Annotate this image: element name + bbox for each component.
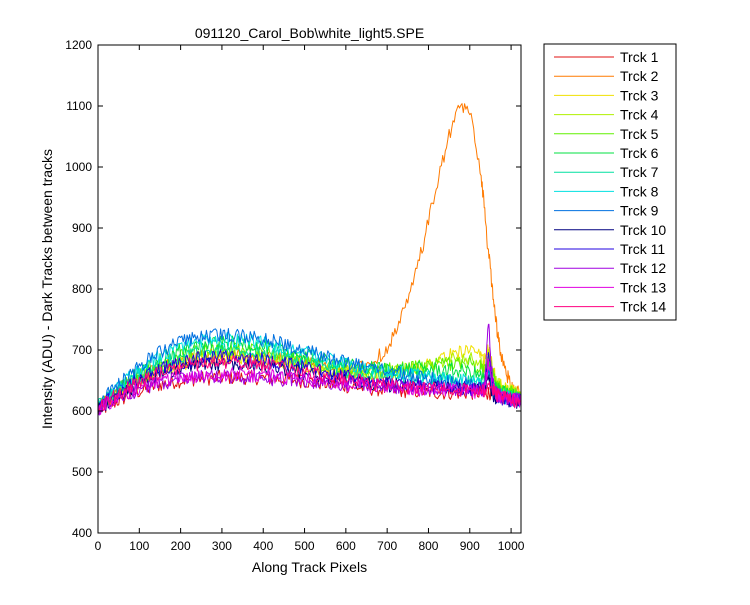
legend-label: Trck 1 <box>620 49 659 65</box>
x-tick-label: 300 <box>212 539 232 553</box>
y-tick-label: 800 <box>72 282 92 296</box>
series-layer <box>97 103 522 416</box>
series-line-12 <box>97 323 522 416</box>
y-tick-label: 400 <box>72 526 92 540</box>
x-axis-label: Along Track Pixels <box>252 559 367 575</box>
legend-label: Trck 12 <box>620 260 666 276</box>
legend-label: Trck 8 <box>620 183 659 199</box>
legend-label: Trck 14 <box>620 299 666 315</box>
legend-label: Trck 2 <box>620 68 659 84</box>
legend-label: Trck 3 <box>620 87 659 103</box>
legend-label: Trck 11 <box>620 241 665 257</box>
y-tick-label: 500 <box>72 465 92 479</box>
legend: Trck 1 Trck 2 Trck 3 Trck 4 Trck 5 Trck 6 Trck… <box>543 43 677 321</box>
chart-title: 091120_Carol_Bob\white_light5.SPE <box>195 25 424 41</box>
y-tick-label: 1200 <box>65 38 92 52</box>
y-tick-label: 1100 <box>66 99 92 113</box>
x-tick-label: 200 <box>171 539 191 553</box>
y-tick-label: 900 <box>72 221 92 235</box>
legend-label: Trck 7 <box>620 164 659 180</box>
series-line-13 <box>97 358 522 415</box>
legend-label: Trck 5 <box>620 126 659 142</box>
ticks-layer: 0 100 200 300 400 500 600 700 800 900 1000 400 500 60… <box>65 38 524 553</box>
x-tick-label: 500 <box>295 539 315 553</box>
series-line-14 <box>97 355 522 412</box>
legend-label: Trck 9 <box>620 203 659 219</box>
x-tick-label: 600 <box>336 539 356 553</box>
legend-label: Trck 13 <box>620 279 666 295</box>
plot-area <box>98 45 521 533</box>
x-tick-label: 900 <box>460 539 480 553</box>
x-tick-label: 100 <box>129 539 149 553</box>
x-tick-label: 800 <box>418 539 438 553</box>
y-axis-label: Intensity (ADU) - Dark Tracks between tr… <box>39 149 55 429</box>
y-tick-label: 600 <box>72 404 92 418</box>
x-tick-label: 0 <box>95 539 102 553</box>
y-tick-label: 1000 <box>65 160 92 174</box>
legend-label: Trck 10 <box>620 222 666 238</box>
x-tick-label: 1000 <box>498 539 525 553</box>
x-tick-label: 400 <box>253 539 273 553</box>
x-tick-label: 700 <box>377 539 397 553</box>
legend-label: Trck 4 <box>620 107 659 123</box>
legend-box <box>543 43 677 321</box>
legend-label: Trck 6 <box>620 145 659 161</box>
y-tick-label: 700 <box>72 343 92 357</box>
